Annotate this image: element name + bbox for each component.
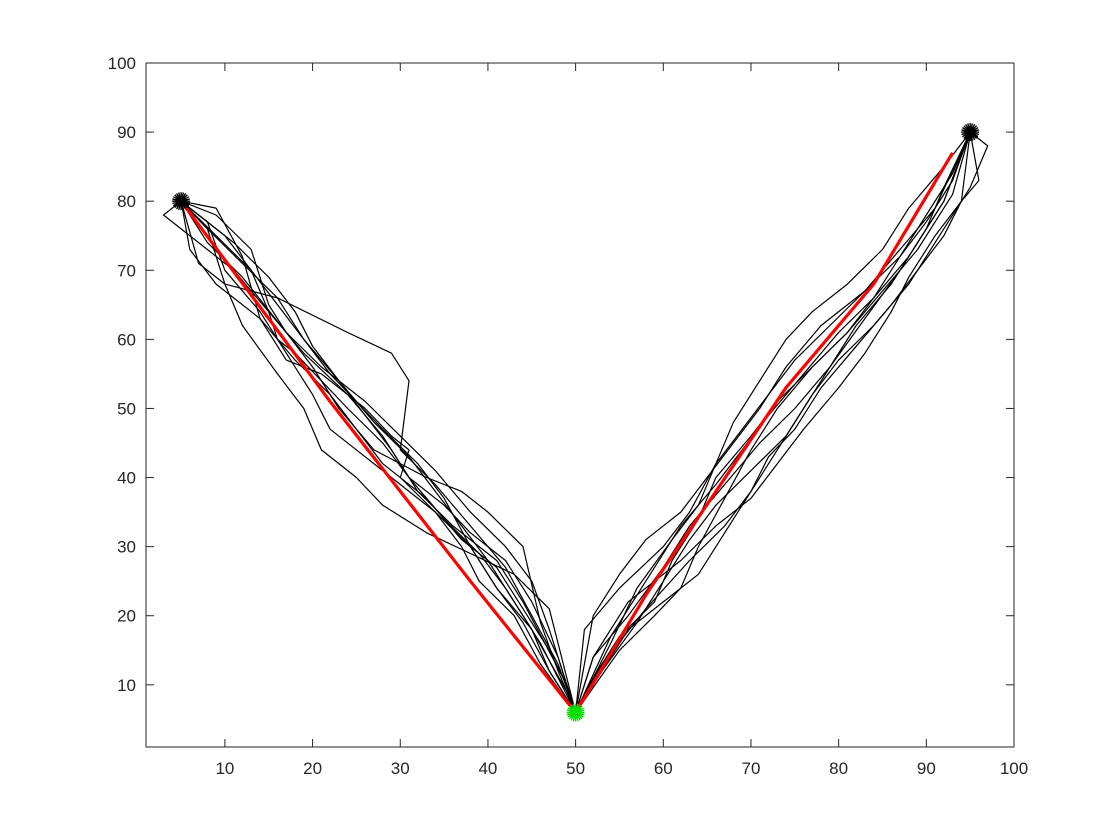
x-tick-label: 70 [742, 759, 761, 778]
y-tick-label: 60 [117, 330, 136, 349]
trajectory-line-10 [180, 200, 577, 713]
start-marker-1-ray [172, 198, 190, 205]
trajectory-line-15 [575, 131, 971, 713]
y-tick-label: 10 [117, 676, 136, 695]
trajectory-line-18 [575, 131, 971, 713]
y-tick-label: 30 [117, 538, 136, 557]
optimal-path-line-2 [574, 151, 954, 714]
y-tick-label: 70 [117, 261, 136, 280]
x-tick-label: 90 [917, 759, 936, 778]
x-tick-label: 20 [303, 759, 322, 778]
x-tick-label: 60 [654, 759, 673, 778]
tick-layer: 10 20 30 40 50 60 70 80 90 100 10 20 30 40 50 60 70 80 90 1… [108, 54, 1029, 778]
goal-marker-ray [566, 709, 585, 716]
y-tick-label: 80 [117, 192, 136, 211]
x-tick-label: 40 [478, 759, 497, 778]
trajectory-line-12 [180, 200, 577, 713]
trajectory-line-20 [575, 132, 971, 713]
trajectory-line-2 [180, 201, 577, 713]
trajectory-line-6 [180, 200, 577, 713]
plot-area-background [146, 63, 1014, 747]
start-marker-1 [172, 192, 191, 211]
y-tick-label: 100 [108, 54, 136, 73]
trajectory-line-21 [575, 131, 989, 713]
y-tick-label: 40 [117, 469, 136, 488]
y-tick-label: 50 [117, 399, 136, 418]
goal-marker-ring [570, 706, 582, 719]
x-tick-label: 80 [829, 759, 848, 778]
start-marker-2 [961, 123, 980, 142]
start-marker-2-ring [964, 126, 976, 138]
x-tick-label: 100 [1000, 759, 1028, 778]
trajectory-line-19 [575, 131, 971, 713]
plot-axes-box [145, 62, 1015, 748]
x-tick-label: 50 [566, 759, 585, 778]
start-marker-1-ring [175, 195, 187, 207]
trajectory-line-9 [180, 200, 577, 713]
marker-layer [172, 123, 980, 722]
trajectory-line-5 [180, 201, 577, 713]
trajectory-line-7 [180, 200, 577, 713]
goal-marker [566, 703, 585, 722]
x-tick-label: 30 [391, 759, 410, 778]
optimal-path-line-1 [179, 200, 577, 714]
start-marker-2-ray [961, 129, 980, 136]
trajectory-line-8 [180, 200, 577, 713]
trajectory-line-3 [162, 200, 577, 713]
y-tick-label: 90 [117, 123, 136, 142]
series-layer [162, 131, 989, 714]
x-tick-label: 10 [215, 759, 234, 778]
y-tick-label: 20 [117, 607, 136, 626]
trajectory-line-11 [180, 200, 577, 713]
